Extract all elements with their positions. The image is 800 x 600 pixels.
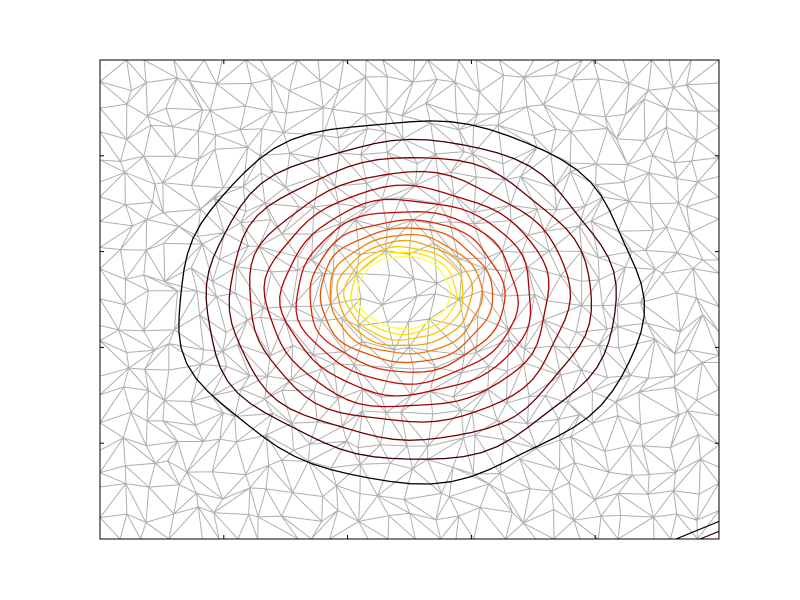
corner-contours xyxy=(675,520,719,539)
contour-line xyxy=(329,233,484,355)
contours xyxy=(178,120,645,485)
contour-line xyxy=(319,227,494,364)
contour-line xyxy=(357,255,452,330)
contour-line xyxy=(342,245,464,341)
ticks xyxy=(99,59,720,540)
contour-line xyxy=(350,252,458,336)
contour-line xyxy=(336,239,474,347)
contour-line xyxy=(279,198,532,397)
contour-line xyxy=(263,184,550,408)
corner-contour xyxy=(699,530,719,539)
plot-frame xyxy=(99,59,720,540)
contour-line xyxy=(205,138,617,460)
contour-line xyxy=(295,211,519,385)
contour-line xyxy=(309,219,506,373)
contour-line xyxy=(178,120,645,485)
corner-contour xyxy=(675,520,719,539)
contour-line xyxy=(228,157,593,441)
contour-line xyxy=(249,170,572,423)
